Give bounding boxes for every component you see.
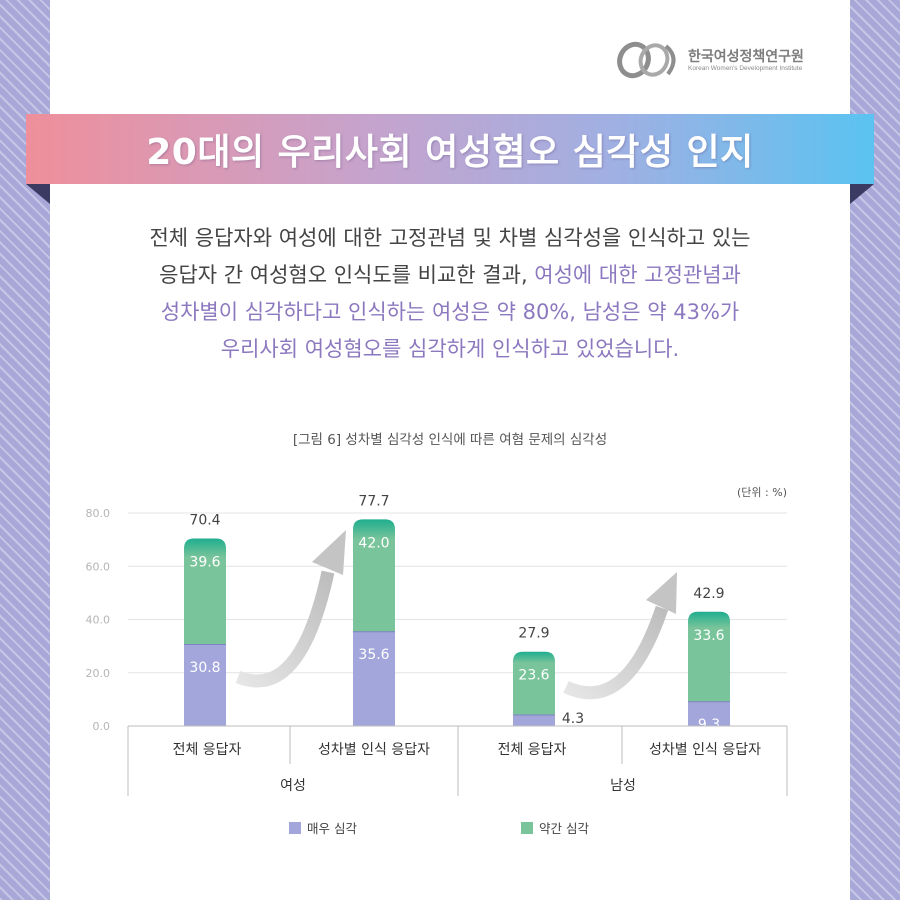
description-line-2-plain: 응답자 간 여성혐오 인식도를 비교한 결과, bbox=[159, 263, 535, 287]
legend-label-somewhat-serious: 약간 심각 bbox=[539, 821, 589, 836]
banner-fold-right bbox=[850, 184, 874, 204]
description-line-2-highlight: 여성에 대한 고정관념과 bbox=[534, 263, 741, 287]
increase-arrow-male bbox=[563, 605, 669, 700]
data-label-somewhat-serious: 33.6 bbox=[693, 628, 724, 644]
banner-title: 20대의 우리사회 여성혐오 심각성 인지 bbox=[146, 132, 754, 173]
chart-title: [그림 6] 성차별 심각성 인식에 따른 여혐 문제의 심각성 bbox=[292, 432, 608, 448]
bar-very-serious bbox=[184, 643, 226, 726]
logo-name: 한국여성정책연구원 bbox=[688, 49, 804, 65]
description-line-2: 응답자 간 여성혐오 인식도를 비교한 결과, 여성에 대한 고정관념과 bbox=[50, 257, 850, 294]
unit-label: (단위 : %) bbox=[737, 486, 787, 499]
legend-label-very-serious: 매우 심각 bbox=[307, 821, 357, 836]
increase-arrow-female-head bbox=[312, 530, 346, 575]
bar-very-serious bbox=[513, 714, 555, 726]
y-tick-label: 80.0 bbox=[86, 507, 111, 520]
data-label-total: 27.9 bbox=[518, 626, 549, 642]
data-label-very-serious: 9.3 bbox=[698, 717, 720, 733]
kwdi-logo: 한국여성정책연구원 Korean Women's Development Ins… bbox=[614, 40, 834, 80]
x-category-label: 전체 응답자 bbox=[498, 742, 567, 758]
increase-arrow-female-shaft bbox=[235, 570, 335, 688]
y-tick-label: 0.0 bbox=[93, 720, 111, 733]
bar-somewhat-serious bbox=[688, 611, 730, 702]
bar-very-serious bbox=[688, 701, 730, 726]
legend-swatch-somewhat-serious bbox=[521, 822, 533, 834]
x-category-label: 성차별 인식 응답자 bbox=[649, 742, 761, 758]
banner-ribbon: 20대의 우리사회 여성혐오 심각성 인지 bbox=[26, 114, 874, 184]
data-label-very-serious: 35.6 bbox=[358, 647, 389, 663]
y-tick-label: 60.0 bbox=[86, 560, 111, 573]
bar-somewhat-serious bbox=[184, 538, 226, 644]
increase-arrow-male-head bbox=[646, 572, 677, 614]
description-line-1: 전체 응답자와 여성에 대한 고정관념 및 차별 심각성을 인식하고 있는 bbox=[149, 226, 751, 250]
logo-subtitle: Korean Women's Development Institute bbox=[688, 65, 803, 72]
data-label-somewhat-serious: 23.6 bbox=[518, 668, 549, 684]
data-label-very-serious: 30.8 bbox=[189, 660, 220, 676]
description-line-3: 성차별이 심각하다고 인식하는 여성은 약 80%, 남성은 약 43%가 bbox=[160, 300, 740, 324]
x-category-label: 성차별 인식 응답자 bbox=[318, 742, 430, 758]
x-group-label: 여성 bbox=[280, 778, 306, 794]
title-banner: 20대의 우리사회 여성혐오 심각성 인지 bbox=[26, 114, 874, 204]
kwdi-logo-icon bbox=[617, 41, 676, 79]
x-group-label: 남성 bbox=[610, 778, 636, 794]
description: 전체 응답자와 여성에 대한 고정관념 및 차별 심각성을 인식하고 있는 응답… bbox=[50, 220, 850, 368]
description-line-4: 우리사회 여성혐오를 심각하게 인식하고 있었습니다. bbox=[220, 337, 680, 361]
data-label-somewhat-serious: 39.6 bbox=[189, 555, 220, 571]
data-label-total: 77.7 bbox=[358, 493, 389, 509]
legend-swatch-very-serious bbox=[289, 822, 301, 834]
bar-somewhat-serious bbox=[353, 519, 395, 632]
bar-somewhat-serious bbox=[513, 651, 555, 715]
data-label-total: 70.4 bbox=[189, 513, 220, 529]
banner-fold-left bbox=[26, 184, 50, 204]
y-tick-label: 40.0 bbox=[86, 614, 111, 627]
data-label-very-serious: 4.3 bbox=[562, 711, 584, 727]
increase-arrow-male-shaft bbox=[563, 605, 669, 700]
data-label-total: 42.9 bbox=[693, 586, 724, 602]
data-label-somewhat-serious: 42.0 bbox=[358, 535, 389, 551]
x-category-label: 전체 응답자 bbox=[173, 742, 242, 758]
increase-arrow-female bbox=[235, 570, 335, 688]
bar-very-serious bbox=[353, 631, 395, 726]
y-tick-label: 20.0 bbox=[86, 667, 111, 680]
